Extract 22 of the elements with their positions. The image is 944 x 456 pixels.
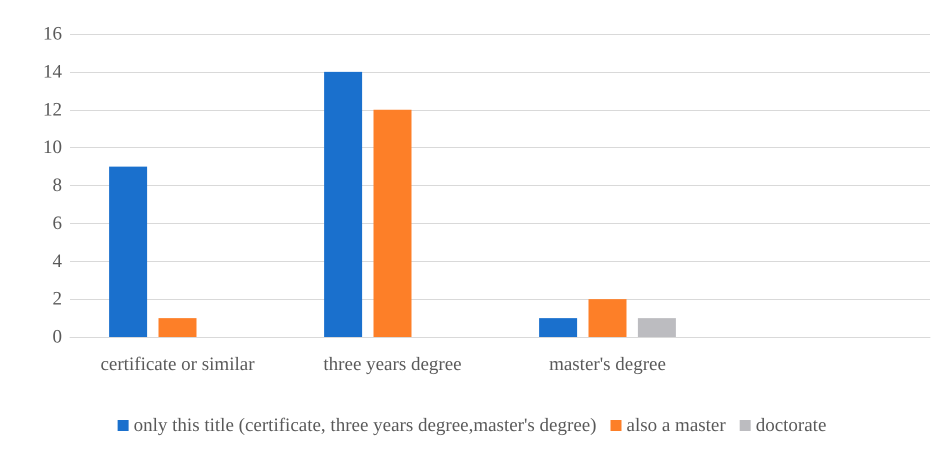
x-tick-label: three years degree	[323, 354, 462, 375]
legend-label: doctorate	[756, 415, 826, 436]
y-tick-label: 2	[52, 288, 62, 310]
bar	[374, 110, 412, 337]
legend-label: only this title (certificate, three years degree,master's degree)	[134, 415, 597, 436]
y-tick-label: 8	[52, 175, 62, 196]
y-tick-label: 0	[52, 326, 62, 348]
x-tick-label: master's degree	[549, 354, 666, 375]
bar	[638, 318, 676, 337]
legend-label: also a master	[626, 415, 726, 436]
bar	[109, 166, 148, 337]
bar	[158, 318, 196, 337]
y-tick-label: 4	[52, 250, 62, 272]
y-tick-label: 12	[43, 99, 62, 120]
y-tick-label: 6	[52, 212, 62, 234]
y-tick-label: 14	[43, 61, 62, 82]
bar	[588, 299, 626, 337]
y-tick-label: 10	[43, 137, 62, 158]
y-tick-label: 16	[43, 24, 62, 44]
bar	[539, 318, 578, 337]
x-tick-label: certificate or similar	[100, 354, 256, 375]
bar	[324, 72, 362, 337]
